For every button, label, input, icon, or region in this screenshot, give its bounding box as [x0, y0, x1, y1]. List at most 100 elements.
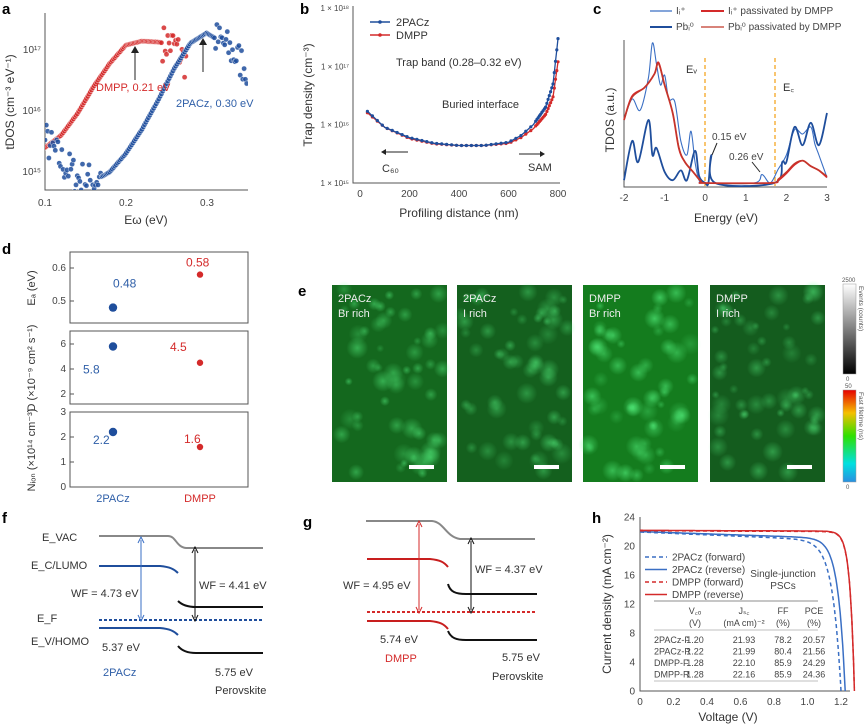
tick-b-y: 1 × 10¹⁶: [321, 121, 349, 130]
tick-h-y: 16: [624, 571, 636, 582]
bright-spot: [401, 417, 423, 440]
bright-spot: [424, 388, 438, 402]
jv-curve: [640, 531, 842, 692]
bright-spot: [410, 287, 423, 300]
colorbar-counts-label: Events (counts): [857, 286, 864, 331]
data-point-2pacz: [241, 65, 247, 72]
image-label: Br rich: [338, 308, 370, 320]
legend-label: 2PACz (reverse): [672, 565, 745, 576]
ec-lumo-label: E_C/LUMO: [31, 560, 88, 572]
bright-spot: [397, 307, 413, 323]
table-cell: 24.36: [803, 670, 826, 680]
table-cell: 22.10: [733, 658, 756, 668]
data-point-2pacz: [95, 182, 101, 188]
image-label: I rich: [463, 308, 487, 320]
data-point-2pacz: [551, 82, 555, 86]
tick-a-x: 0.3: [200, 198, 214, 209]
colorbar-lifetime-max: 50: [845, 384, 852, 390]
tick-d-y: 6: [60, 339, 66, 350]
bright-spot: [516, 314, 528, 325]
bright-spot: [406, 372, 425, 391]
bright-spot: [711, 394, 732, 415]
material-label-dmpp: DMPP: [385, 653, 417, 665]
data-point-dmpp: [545, 109, 549, 114]
image-label: Br rich: [589, 308, 621, 320]
table-cell: 85.9: [774, 670, 792, 680]
data-point-2pacz: [479, 143, 483, 148]
bright-spot: [465, 441, 478, 454]
bright-spot: [530, 428, 543, 441]
tick-h-y: 0: [629, 687, 635, 698]
scale-bar: [534, 465, 559, 469]
data-point-2pacz: [215, 39, 221, 45]
data-point-2pacz: [552, 71, 556, 75]
colorbar-counts-min: 0: [846, 377, 850, 383]
data-point-2pacz: [555, 48, 559, 52]
bright-spot: [558, 319, 576, 337]
bright-spot: [494, 451, 514, 471]
bright-spot: [673, 406, 691, 425]
bright-spot: [376, 344, 385, 353]
table-cell: 2PACz-R: [654, 647, 691, 657]
arrowhead: [540, 151, 545, 157]
bright-spot: [718, 453, 737, 472]
perovskite-label: Perovskite: [215, 685, 266, 697]
colorbar-counts: [842, 283, 857, 375]
vacuum-level: [99, 535, 263, 549]
bright-spot: [742, 319, 759, 337]
data-point-2pacz: [390, 128, 394, 132]
y-axis-label-d: D (×10⁻⁹ cm² s⁻¹): [26, 325, 38, 412]
data-point-dmpp: [167, 47, 174, 54]
data-point-2pacz: [514, 136, 518, 140]
data-point-2pacz: [546, 97, 550, 101]
data-point-dmpp: [544, 112, 548, 116]
bright-spot: [730, 290, 741, 301]
legend-marker: [378, 20, 382, 24]
bright-spot: [775, 419, 796, 440]
data-point-2pacz: [233, 58, 240, 64]
data-point-dmpp: [550, 98, 554, 102]
bright-spot: [548, 437, 560, 449]
panel-g-band-diagram: WF = 4.95 eV WF = 4.37 eV 5.74 eV DMPP 5…: [343, 519, 543, 683]
data-point-2pacz: [84, 171, 91, 177]
legend-label: Pbᵢ⁰: [676, 22, 694, 33]
data-point-2pacz: [474, 143, 478, 148]
y-axis-label-ea: Eₐ (eV): [26, 270, 38, 305]
data-point-2pacz: [524, 129, 528, 133]
bright-spot: [720, 315, 732, 328]
table-header: (%): [807, 618, 821, 628]
data-point-dmpp: [166, 40, 172, 46]
tick-c-x: 0: [702, 193, 708, 204]
bright-spot: [478, 441, 498, 461]
annotation-dmpp: DMPP, 0.21 eV: [96, 82, 171, 94]
bright-spot: [429, 284, 448, 304]
data-point-2pacz: [375, 118, 379, 123]
table-header: FF: [778, 606, 789, 616]
data-point-dmpp: [524, 132, 528, 136]
y-axis-label-h: Current density (mA cm⁻²): [600, 534, 614, 674]
tick-a-x: 0.2: [119, 198, 133, 209]
perovskite-cb: [447, 583, 537, 595]
scale-bar: [787, 465, 812, 469]
tick-b-x: 400: [451, 189, 468, 200]
fluorescence-image: DMPP Br rich: [578, 282, 702, 483]
wf-arrow-dmpp: [415, 519, 423, 615]
evac-label: E_VAC: [42, 532, 77, 544]
bright-spot: [479, 322, 497, 340]
data-point-2pacz: [549, 90, 553, 94]
x-axis-label-h: Voltage (V): [698, 710, 757, 724]
data-point-2pacz: [445, 142, 449, 146]
bright-spot: [643, 462, 656, 475]
2pacz-lumo: [99, 565, 179, 574]
bright-spot: [424, 358, 436, 370]
tick-c-x: 3: [824, 193, 830, 204]
bright-spot: [555, 384, 572, 401]
annotation-026ev: 0.26 eV: [729, 152, 764, 163]
data-point-2pacz: [420, 138, 424, 143]
category-2pacz: 2PACz: [96, 493, 129, 505]
bright-spot: [660, 314, 680, 334]
bright-spot: [388, 416, 406, 435]
bright-spot: [777, 461, 799, 483]
data-point-dmpp: [553, 77, 558, 81]
